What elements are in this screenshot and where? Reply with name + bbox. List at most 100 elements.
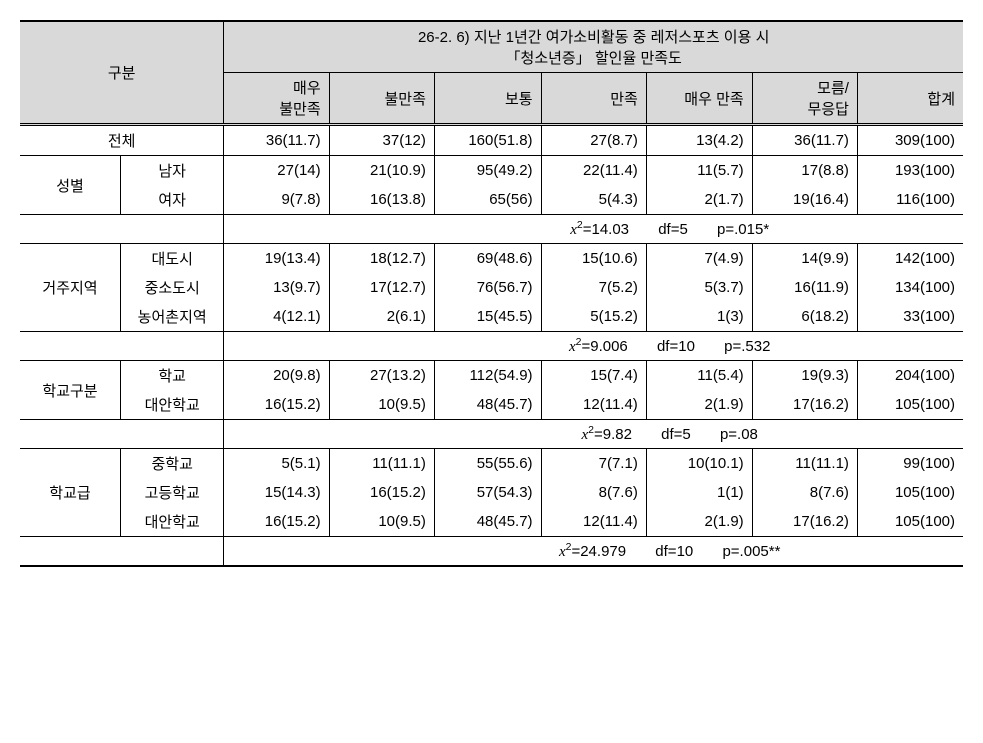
cell: 15(45.5)	[434, 302, 541, 332]
col-unknown: 모름/무응답	[752, 73, 857, 125]
cell: 27(14)	[224, 156, 329, 186]
cell: 16(11.9)	[752, 273, 857, 302]
stat-text: x2=24.979 df=10 p=.005**	[224, 537, 963, 567]
stat-row: x2=24.979 df=10 p=.005**	[20, 537, 963, 567]
col-dissatisfied: 불만족	[329, 73, 434, 125]
row-label-region: 거주지역	[20, 244, 121, 332]
stat-row: x2=14.03 df=5 p=.015*	[20, 215, 963, 244]
cell: 204(100)	[857, 361, 963, 391]
cell: 37(12)	[329, 125, 434, 156]
sub-label: 고등학교	[121, 478, 224, 507]
sub-label: 대도시	[121, 244, 224, 274]
cell: 15(10.6)	[541, 244, 646, 274]
cell: 4(12.1)	[224, 302, 329, 332]
cell: 55(55.6)	[434, 449, 541, 479]
cell: 7(7.1)	[541, 449, 646, 479]
cell: 7(4.9)	[646, 244, 752, 274]
sub-label: 중소도시	[121, 273, 224, 302]
cell: 12(11.4)	[541, 390, 646, 420]
cell: 17(16.2)	[752, 390, 857, 420]
col-total: 합계	[857, 73, 963, 125]
cell: 16(15.2)	[224, 390, 329, 420]
cell: 10(9.5)	[329, 507, 434, 537]
table-row: 중소도시 13(9.7) 17(12.7) 76(56.7) 7(5.2) 5(…	[20, 273, 963, 302]
cell: 10(10.1)	[646, 449, 752, 479]
cell: 2(6.1)	[329, 302, 434, 332]
cell: 36(11.7)	[752, 125, 857, 156]
cell: 14(9.9)	[752, 244, 857, 274]
cell: 27(8.7)	[541, 125, 646, 156]
stat-text: x2=14.03 df=5 p=.015*	[224, 215, 963, 244]
cell: 8(7.6)	[541, 478, 646, 507]
cell: 19(9.3)	[752, 361, 857, 391]
cell: 57(54.3)	[434, 478, 541, 507]
header-title: 26-2. 6) 지난 1년간 여가소비활동 중 레저스포츠 이용 시 「청소년…	[224, 21, 963, 73]
cell: 193(100)	[857, 156, 963, 186]
sub-label: 대안학교	[121, 507, 224, 537]
cell: 33(100)	[857, 302, 963, 332]
table-row: 거주지역 대도시 19(13.4) 18(12.7) 69(48.6) 15(1…	[20, 244, 963, 274]
cell: 76(56.7)	[434, 273, 541, 302]
table-row: 전체 36(11.7) 37(12) 160(51.8) 27(8.7) 13(…	[20, 125, 963, 156]
sub-label: 대안학교	[121, 390, 224, 420]
cell: 99(100)	[857, 449, 963, 479]
cell: 16(15.2)	[224, 507, 329, 537]
cell: 309(100)	[857, 125, 963, 156]
row-label-schooltype: 학교구분	[20, 361, 121, 420]
stat-label	[20, 332, 224, 361]
col-very-dissatisfied: 매우불만족	[224, 73, 329, 125]
cell: 15(7.4)	[541, 361, 646, 391]
stat-text: x2=9.006 df=10 p=.532	[224, 332, 963, 361]
stat-label	[20, 537, 224, 567]
sub-label: 중학교	[121, 449, 224, 479]
cell: 11(11.1)	[752, 449, 857, 479]
cell: 2(1.7)	[646, 185, 752, 215]
cell: 5(4.3)	[541, 185, 646, 215]
cell: 17(16.2)	[752, 507, 857, 537]
cell: 22(11.4)	[541, 156, 646, 186]
table-row: 농어촌지역 4(12.1) 2(6.1) 15(45.5) 5(15.2) 1(…	[20, 302, 963, 332]
table-row: 대안학교 16(15.2) 10(9.5) 48(45.7) 12(11.4) …	[20, 507, 963, 537]
cell: 48(45.7)	[434, 390, 541, 420]
table-row: 학교구분 학교 20(9.8) 27(13.2) 112(54.9) 15(7.…	[20, 361, 963, 391]
header-title-line1: 26-2. 6) 지난 1년간 여가소비활동 중 레저스포츠 이용 시	[418, 29, 769, 46]
cell: 105(100)	[857, 507, 963, 537]
cell: 21(10.9)	[329, 156, 434, 186]
cell: 11(5.4)	[646, 361, 752, 391]
cell: 18(12.7)	[329, 244, 434, 274]
cell: 48(45.7)	[434, 507, 541, 537]
cell: 8(7.6)	[752, 478, 857, 507]
cell: 20(9.8)	[224, 361, 329, 391]
cell: 1(1)	[646, 478, 752, 507]
cell: 1(3)	[646, 302, 752, 332]
header-category: 구분	[20, 21, 224, 125]
statistics-table: 구분 26-2. 6) 지난 1년간 여가소비활동 중 레저스포츠 이용 시 「…	[20, 20, 963, 567]
cell: 160(51.8)	[434, 125, 541, 156]
stat-label	[20, 420, 224, 449]
cell: 142(100)	[857, 244, 963, 274]
stat-row: x2=9.006 df=10 p=.532	[20, 332, 963, 361]
cell: 36(11.7)	[224, 125, 329, 156]
header-row-main: 구분 26-2. 6) 지난 1년간 여가소비활동 중 레저스포츠 이용 시 「…	[20, 21, 963, 73]
cell: 13(9.7)	[224, 273, 329, 302]
cell: 65(56)	[434, 185, 541, 215]
cell: 16(15.2)	[329, 478, 434, 507]
sub-label: 농어촌지역	[121, 302, 224, 332]
cell: 16(13.8)	[329, 185, 434, 215]
table-row: 성별 남자 27(14) 21(10.9) 95(49.2) 22(11.4) …	[20, 156, 963, 186]
cell: 69(48.6)	[434, 244, 541, 274]
col-very-satisfied: 매우 만족	[646, 73, 752, 125]
cell: 17(8.8)	[752, 156, 857, 186]
cell: 2(1.9)	[646, 507, 752, 537]
cell: 19(16.4)	[752, 185, 857, 215]
cell: 6(18.2)	[752, 302, 857, 332]
sub-label: 여자	[121, 185, 224, 215]
stat-text: x2=9.82 df=5 p=.08	[224, 420, 963, 449]
cell: 5(5.1)	[224, 449, 329, 479]
cell: 5(15.2)	[541, 302, 646, 332]
cell: 5(3.7)	[646, 273, 752, 302]
cell: 9(7.8)	[224, 185, 329, 215]
row-label-schoollevel: 학교급	[20, 449, 121, 537]
sub-label: 남자	[121, 156, 224, 186]
stat-label	[20, 215, 224, 244]
